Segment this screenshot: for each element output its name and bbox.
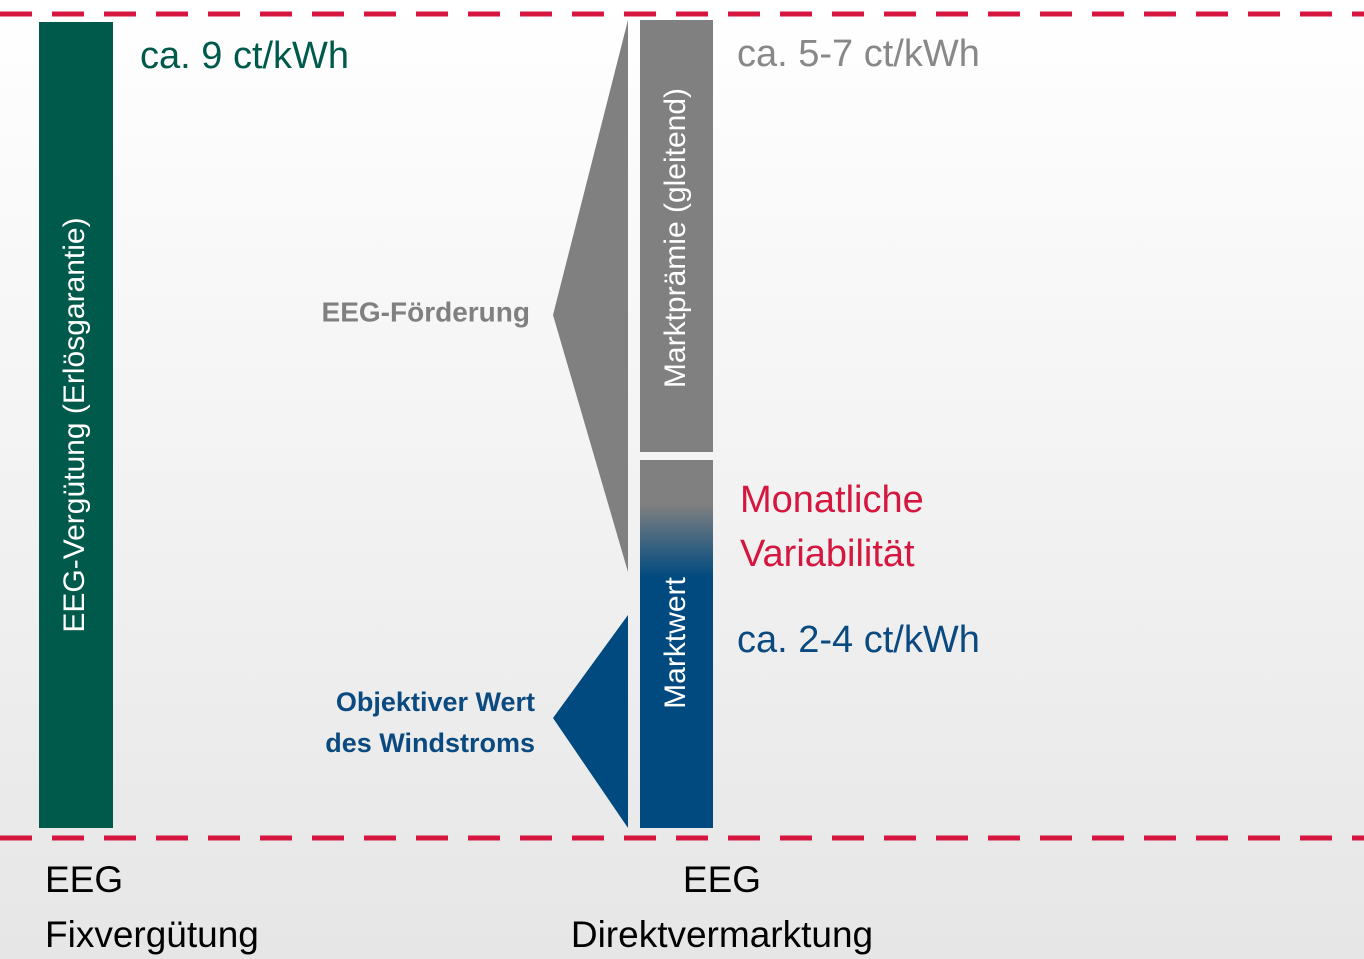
variability: Monatliche xyxy=(740,479,924,521)
objective-label: des Windstroms xyxy=(325,728,535,758)
objective-brace xyxy=(553,615,628,828)
market-price: ca. 2-4 ct/kWh xyxy=(737,619,980,661)
objective-label: Objektiver Wert xyxy=(336,687,535,717)
direct-caption: Direktvermarktung xyxy=(571,914,873,955)
market-bar xyxy=(640,460,713,828)
premium-price: ca. 5-7 ct/kWh xyxy=(737,33,980,75)
subsidy-label: EEG-Förderung xyxy=(322,296,530,327)
fix-bar-label: EEG-Vergütung (Erlösgarantie) xyxy=(58,217,91,632)
fix-caption: Fixvergütung xyxy=(45,914,259,955)
fix-price: ca. 9 ct/kWh xyxy=(140,35,349,77)
premium-bar-label: Marktprämie (gleitend) xyxy=(659,88,692,388)
premium-bar xyxy=(640,20,713,452)
variability: Variabilität xyxy=(740,533,915,575)
market-bar-label: Marktwert xyxy=(659,577,692,709)
subsidy-brace xyxy=(553,20,628,572)
fix-caption: EEG xyxy=(45,859,123,900)
fix-bar xyxy=(39,22,113,828)
direct-caption: EEG xyxy=(683,859,761,900)
